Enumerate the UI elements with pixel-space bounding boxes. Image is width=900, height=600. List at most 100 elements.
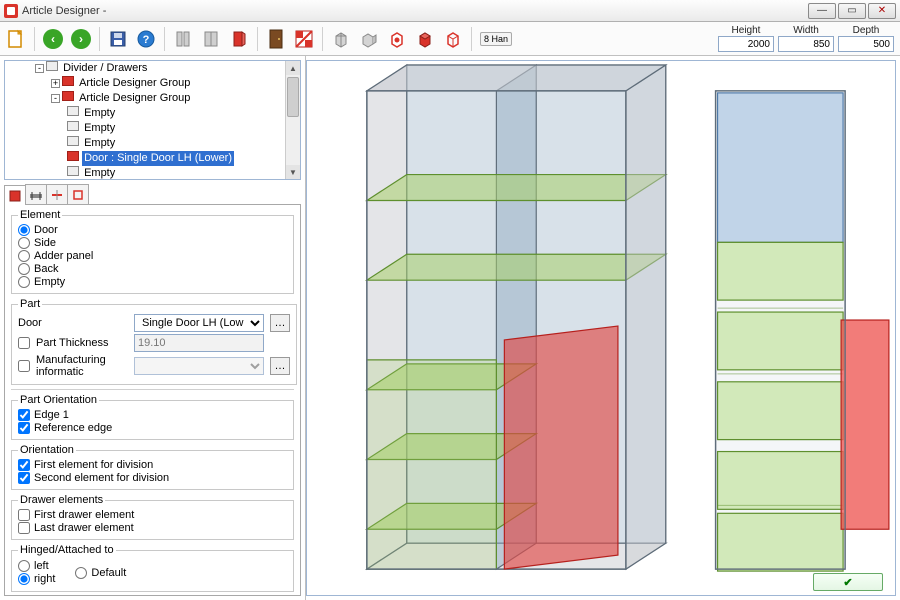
dimension-inputs: Height Width Depth: [716, 25, 896, 52]
orientation-legend: Orientation: [18, 444, 76, 456]
main-toolbar: ‹ › ? 8 Han Height Width Depth: [0, 22, 900, 56]
tree-group[interactable]: Article Designer Group: [77, 76, 192, 91]
part-thickness-check[interactable]: [18, 337, 30, 349]
nav-forward-button[interactable]: ›: [69, 27, 93, 51]
first-div-check[interactable]: [18, 459, 30, 471]
part-door-label: Door: [18, 317, 128, 329]
tree-item[interactable]: Empty: [82, 106, 117, 121]
help-button[interactable]: ?: [134, 27, 158, 51]
toolbar-sep: [257, 27, 258, 51]
refedge-label: Reference edge: [34, 422, 112, 434]
cube-red-solid-button[interactable]: [413, 27, 437, 51]
toolbar-sep: [322, 27, 323, 51]
element-radio-label: Side: [34, 237, 56, 249]
part-legend: Part: [18, 298, 42, 310]
new-button[interactable]: [4, 27, 28, 51]
close-button[interactable]: ✕: [868, 3, 896, 19]
second-div-check[interactable]: [18, 472, 30, 484]
left-column: - Divider / Drawers+ Article Designer Gr…: [0, 56, 306, 600]
width-input[interactable]: [778, 36, 834, 52]
toolbar-sep: [34, 27, 35, 51]
cube-grey1-button[interactable]: [329, 27, 353, 51]
refedge-check[interactable]: [18, 422, 30, 434]
height-input[interactable]: [718, 36, 774, 52]
apply-button[interactable]: ✔: [813, 573, 883, 591]
titlebar: Article Designer - — ▭ ✕: [0, 0, 900, 22]
hinged-fieldset: Hinged/Attached to leftright Default: [11, 544, 294, 592]
part-thickness-label: Part Thickness: [36, 337, 128, 349]
save-button[interactable]: [106, 27, 130, 51]
maximize-button[interactable]: ▭: [838, 3, 866, 19]
element-fieldset: Element DoorSideAdder panelBackEmpty: [11, 209, 294, 294]
tree-item[interactable]: Door : Single Door LH (Lower): [82, 151, 234, 166]
first-drawer-check[interactable]: [18, 509, 30, 521]
mfg-info-select[interactable]: [134, 357, 264, 375]
tree-group[interactable]: Article Designer Group: [77, 91, 192, 106]
tree-item[interactable]: Empty: [82, 121, 117, 136]
edge1-label: Edge 1: [34, 409, 69, 421]
depth-label: Depth: [836, 25, 896, 36]
part-orientation-legend: Part Orientation: [18, 394, 99, 406]
tree-root[interactable]: Divider / Drawers: [61, 61, 149, 76]
hinged-radio-default[interactable]: [75, 567, 87, 579]
element-radio-label: Empty: [34, 276, 65, 288]
element-legend: Element: [18, 209, 62, 221]
edge1-check[interactable]: [18, 409, 30, 421]
element-radio-adder panel[interactable]: [18, 250, 30, 262]
tab-size[interactable]: [25, 184, 47, 204]
last-drawer-check[interactable]: [18, 522, 30, 534]
panel-red-button[interactable]: [227, 27, 251, 51]
element-radio-empty[interactable]: [18, 276, 30, 288]
drawer-fieldset: Drawer elements First drawer element Las…: [11, 494, 294, 540]
tab-element[interactable]: [4, 185, 26, 205]
tree-item[interactable]: Empty: [82, 136, 117, 151]
toolbar-sep: [99, 27, 100, 51]
element-radio-label: Back: [34, 263, 58, 275]
element-radio-side[interactable]: [18, 237, 30, 249]
element-radio-label: Door: [34, 224, 58, 236]
cube-grey2-button[interactable]: [357, 27, 381, 51]
hinged-radio-label: left: [34, 560, 49, 572]
mfg-info-browse-button[interactable]: …: [270, 357, 290, 375]
tree-item[interactable]: Empty: [82, 166, 117, 180]
hinged-radio-label: Default: [91, 567, 126, 579]
tab-position[interactable]: [46, 184, 68, 204]
element-radio-back[interactable]: [18, 263, 30, 275]
mfg-info-check[interactable]: [18, 360, 30, 372]
panel-grey1-button[interactable]: [171, 27, 195, 51]
properties-pane: Element DoorSideAdder panelBackEmpty Par…: [4, 205, 301, 596]
first-drawer-label: First drawer element: [34, 509, 134, 521]
hinged-legend: Hinged/Attached to: [18, 544, 116, 556]
tree-pane[interactable]: - Divider / Drawers+ Article Designer Gr…: [4, 60, 301, 180]
minimize-button[interactable]: —: [808, 3, 836, 19]
element-radio-door[interactable]: [18, 224, 30, 236]
tree-scrollbar[interactable]: ▲▼: [285, 61, 300, 179]
cube-wire-button[interactable]: [441, 27, 465, 51]
part-door-select[interactable]: Single Door LH (Lower): [134, 314, 264, 332]
separator: [11, 389, 294, 390]
main-body: - Divider / Drawers+ Article Designer Gr…: [0, 56, 900, 600]
panel-grey2-button[interactable]: [199, 27, 223, 51]
viewport-3d[interactable]: ✔: [306, 60, 896, 596]
split-red-button[interactable]: [292, 27, 316, 51]
part-thickness-input[interactable]: [134, 334, 264, 352]
door-brown-button[interactable]: [264, 27, 288, 51]
hinged-radio-left[interactable]: [18, 560, 30, 572]
depth-input[interactable]: [838, 36, 894, 52]
window-title: Article Designer -: [22, 5, 808, 17]
extra-toolbar-button[interactable]: 8 Han: [478, 27, 514, 51]
tab-extra[interactable]: [67, 184, 89, 204]
first-div-label: First element for division: [34, 459, 153, 471]
cube-red-outline-button[interactable]: [385, 27, 409, 51]
part-door-browse-button[interactable]: …: [270, 314, 290, 332]
hinged-radio-label: right: [34, 573, 55, 585]
svg-text:?: ?: [143, 34, 150, 46]
part-orientation-fieldset: Part Orientation Edge 1 Reference edge: [11, 394, 294, 440]
element-radio-label: Adder panel: [34, 250, 93, 262]
hinged-radio-right[interactable]: [18, 573, 30, 585]
nav-back-button[interactable]: ‹: [41, 27, 65, 51]
part-fieldset: Part Door Single Door LH (Lower) … Part …: [11, 298, 297, 385]
extra-toolbar-label: 8 Han: [480, 32, 512, 46]
orientation-fieldset: Orientation First element for division S…: [11, 444, 294, 490]
last-drawer-label: Last drawer element: [34, 522, 134, 534]
